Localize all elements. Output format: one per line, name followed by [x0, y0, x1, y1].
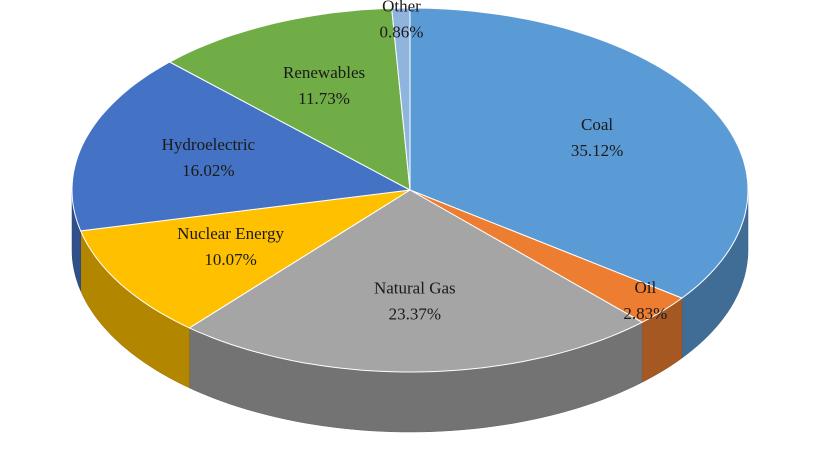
slice-label: Oil: [634, 278, 656, 297]
pie-tops: [71, 7, 749, 373]
slice-label: Nuclear Energy: [177, 224, 284, 243]
pie-slice: [168, 7, 411, 191]
slice-label: Other: [382, 0, 421, 16]
pie-slice: [71, 61, 412, 232]
slice-value-label: 23.37%: [389, 305, 441, 324]
slice-value-label: 2.83%: [623, 304, 667, 323]
slice-value-label: 11.73%: [298, 89, 350, 108]
pie-slice: [409, 7, 749, 299]
pie-slice: [188, 189, 644, 373]
pie-slice: [409, 189, 683, 323]
pie-labels: Coal 35.12% Oil 2.83% Natural Gas 23.37% Nucle…: [162, 0, 668, 324]
pie-slice: [391, 7, 411, 191]
slice-label: Hydroelectric: [162, 135, 256, 154]
slice-label: Coal: [581, 115, 613, 134]
pie-walls: [71, 189, 749, 433]
pie-slice: [79, 189, 411, 329]
slice-value-label: 0.86%: [380, 23, 424, 42]
slice-label: Natural Gas: [374, 279, 456, 298]
slice-value-label: 10.07%: [204, 250, 256, 269]
slice-value-label: 16.02%: [182, 161, 234, 180]
slice-value-label: 35.12%: [571, 141, 623, 160]
slice-label: Renewables: [283, 63, 365, 82]
